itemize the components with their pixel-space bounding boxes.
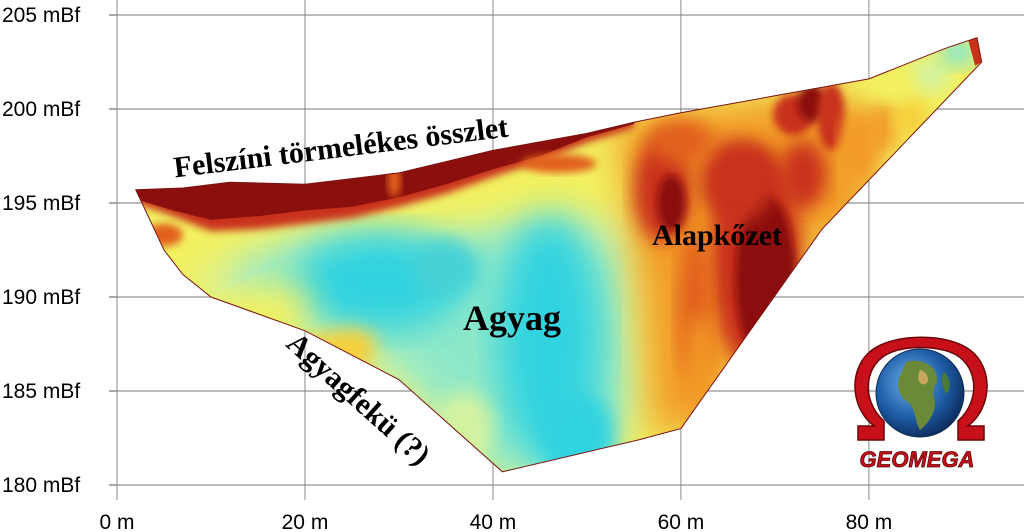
zone-bedrock-core bbox=[699, 139, 775, 222]
zone-near-surface bbox=[868, 69, 916, 100]
x-tick-label: 20 m bbox=[282, 511, 329, 532]
zone-label-clay: Agyag bbox=[463, 298, 561, 338]
zone-surface-debris-edge bbox=[145, 223, 183, 247]
y-tick-label: 195 mBf bbox=[2, 192, 80, 215]
y-tick-label: 190 mBf bbox=[2, 286, 80, 309]
zone-bedrock-core bbox=[817, 82, 846, 151]
zone-near-surface bbox=[909, 58, 951, 93]
x-axis-ticks: 0 m 20 m 40 m 60 m 80 m bbox=[99, 511, 892, 532]
geomega-logo: GEOMEGA bbox=[854, 336, 988, 472]
x-tick-label: 0 m bbox=[99, 511, 134, 532]
y-tick-label: 200 mBf bbox=[2, 98, 80, 121]
zone-clay-spot bbox=[539, 391, 616, 472]
omega-globe-icon bbox=[854, 336, 988, 441]
x-tick-label: 40 m bbox=[470, 511, 517, 532]
zone-bedrock-edge bbox=[867, 101, 899, 155]
zone-surface-debris-edge bbox=[521, 154, 597, 173]
zone-bedrock-edge bbox=[685, 315, 714, 429]
y-tick-label: 180 mBf bbox=[2, 474, 80, 497]
zone-clay-spot bbox=[413, 240, 479, 297]
zone-bedrock-core bbox=[779, 140, 827, 209]
zone-label-bedrock: Alapkőzet bbox=[652, 219, 782, 252]
zone-surface-debris-notch bbox=[387, 163, 401, 198]
geomega-logo-text: GEOMEGA bbox=[860, 447, 975, 472]
zone-clay-bed bbox=[436, 391, 493, 467]
y-axis-ticks: 205 mBf 200 mBf 195 mBf 190 mBf 185 mBf 180 m… bbox=[2, 4, 80, 497]
zone-bedrock-edge bbox=[894, 95, 929, 141]
section-outline bbox=[135, 36, 983, 473]
y-tick-label: 205 mBf bbox=[2, 4, 80, 27]
x-tick-label: 80 m bbox=[846, 511, 893, 532]
zone-bedrock-edge bbox=[648, 118, 714, 164]
x-tick-label: 60 m bbox=[658, 511, 705, 532]
zone-bedrock-core bbox=[657, 174, 686, 232]
y-tick-label: 185 mBf bbox=[2, 380, 80, 403]
